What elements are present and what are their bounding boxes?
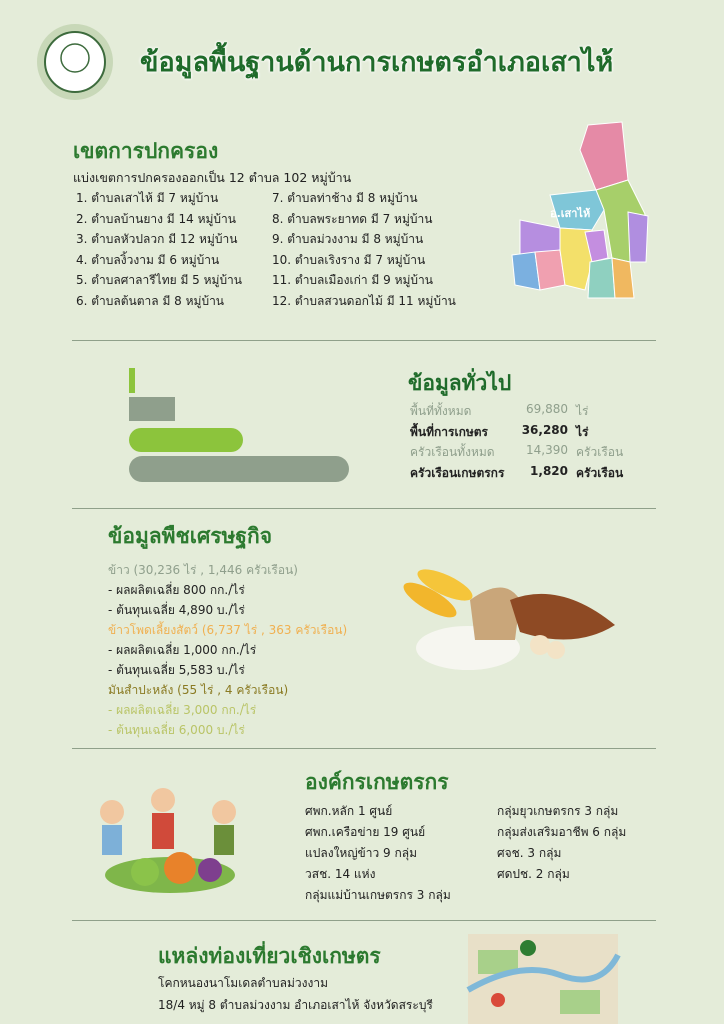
organization: ศพก.หลัก 1 ศูนย์ [305, 804, 393, 818]
organization: ศจช. 3 กลุ่ม [497, 846, 562, 860]
stat-unit: ครัวเรือน [576, 445, 624, 459]
organization: กลุ่มแม่บ้านเกษตรกร 3 กลุ่ม [305, 888, 451, 902]
section-title: ข้อมูลพืชเศรษฐกิจ [108, 524, 273, 548]
tourism-map [466, 934, 621, 1024]
stat-label: ครัวเรือนเกษตรกร [410, 465, 505, 480]
subdistrict: 7. ตำบลท่าช้าง มี 8 หมู่บ้าน [272, 191, 418, 205]
subdistrict: 6. ตำบลต้นตาล มี 8 หมู่บ้าน [76, 293, 225, 308]
organization: วสช. 14 แห่ง [305, 867, 376, 881]
separator [72, 508, 656, 509]
tourism-line: โคกหนองนาโมเดลตำบลม่วงงาม [158, 976, 328, 990]
crop-header: มันสำปะหลัง (55 ไร่ , 4 ครัวเรือน) [108, 683, 289, 697]
subdistrict: 10. ตำบลเริงราง มี 7 หมู่บ้าน [272, 252, 426, 267]
stat-label: พื้นที่การเกษตร [410, 424, 488, 439]
subdistrict: 12. ตำบลสวนดอกไม้ มี 11 หมู่บ้าน [272, 293, 456, 308]
organization: กลุ่มส่งเสริมอาชีพ 6 กลุ่ม [497, 825, 627, 839]
stat-value: 14,390 [526, 443, 568, 457]
logo-emblem [60, 43, 90, 73]
section-title: ข้อมูลทั่วไป [408, 371, 512, 395]
district-map [511, 121, 649, 299]
crops-illustration [403, 569, 615, 670]
section-title: องค์กรเกษตรกร [305, 770, 449, 794]
crop-yield: - ผลผลิตเฉลี่ย 3,000 กก./ไร่ [108, 703, 257, 717]
organization: กลุ่มยุวเกษตรกร 3 กลุ่ม [497, 804, 619, 818]
stat-value: 69,880 [526, 402, 568, 416]
subdistrict: 5. ตำบลศาลารีไทย มี 5 หมู่บ้าน [76, 273, 243, 287]
separator [72, 748, 656, 749]
deco-bar [129, 397, 175, 421]
crop-yield: - ผลผลิตเฉลี่ย 1,000 กก./ไร่ [108, 643, 257, 657]
stat-value: 36,280 [521, 422, 568, 437]
deco-bar [129, 456, 349, 482]
map-label: อ.เสาไห้ [550, 207, 591, 220]
tourism-line: 18/4 หมู่ 8 ตำบลม่วงงาม อำเภอเสาไห้ จังห… [158, 998, 433, 1012]
subdistrict: 4. ตำบลงิ้วงาม มี 6 หมู่บ้าน [76, 252, 220, 267]
subdistrict: 8. ตำบลพระยาทด มี 7 หมู่บ้าน [272, 211, 433, 226]
stat-unit: ไร่ [576, 424, 589, 439]
organization: ศพก.เครือข่าย 19 ศูนย์ [305, 825, 426, 839]
separator [72, 920, 656, 921]
subdistrict: 11. ตำบลเมืองเก่า มี 9 หมู่บ้าน [272, 273, 433, 287]
crop-yield: - ผลผลิตเฉลี่ย 800 กก./ไร่ [108, 583, 245, 597]
crop-cost: - ต้นทุนเฉลี่ย 4,890 บ./ไร่ [108, 603, 245, 617]
organization: ศดปช. 2 กลุ่ม [497, 867, 570, 881]
crop-header: ข้าวโพดเลี้ยงสัตว์ (6,737 ไร่ , 363 ครัว… [108, 623, 348, 637]
deco-bar [129, 428, 243, 452]
crop-header: ข้าว (30,236 ไร่ , 1,446 ครัวเรือน) [108, 563, 298, 577]
stat-value: 1,820 [530, 463, 568, 478]
section-title: เขตการปกครอง [73, 139, 219, 163]
page-title: ข้อมูลพื้นฐานด้านการเกษตรอำเภอเสาไห้ [140, 47, 614, 78]
subdistrict: 2. ตำบลบ้านยาง มี 14 หมู่บ้าน [76, 211, 236, 226]
subdistrict: 1. ตำบลเสาไห้ มี 7 หมู่บ้าน [76, 191, 219, 205]
stat-label: ครัวเรือนทั้งหมด [410, 445, 495, 459]
crop-cost: - ต้นทุนเฉลี่ย 6,000 บ./ไร่ [108, 723, 245, 737]
stat-label: พื้นที่ทั้งหมด [410, 404, 472, 418]
organization: แปลงใหญ่ข้าว 9 กลุ่ม [305, 846, 418, 860]
section-title: แหล่งท่องเที่ยวเชิงเกษตร [158, 944, 381, 968]
separator [72, 340, 656, 341]
stat-unit: ไร่ [576, 404, 589, 418]
logo [44, 31, 106, 93]
subdistrict: 3. ตำบลหัวปลวก มี 12 หมู่บ้าน [76, 232, 238, 246]
crop-cost: - ต้นทุนเฉลี่ย 5,583 บ./ไร่ [108, 663, 245, 677]
stat-unit: ครัวเรือน [576, 465, 624, 480]
intro: แบ่งเขตการปกครองออกเป็น 12 ตำบล 102 หมู่… [73, 170, 352, 185]
subdistrict: 9. ตำบลม่วงงาม มี 8 หมู่บ้าน [272, 232, 424, 246]
farmers-illustration [100, 788, 236, 893]
deco-bar [129, 368, 135, 393]
